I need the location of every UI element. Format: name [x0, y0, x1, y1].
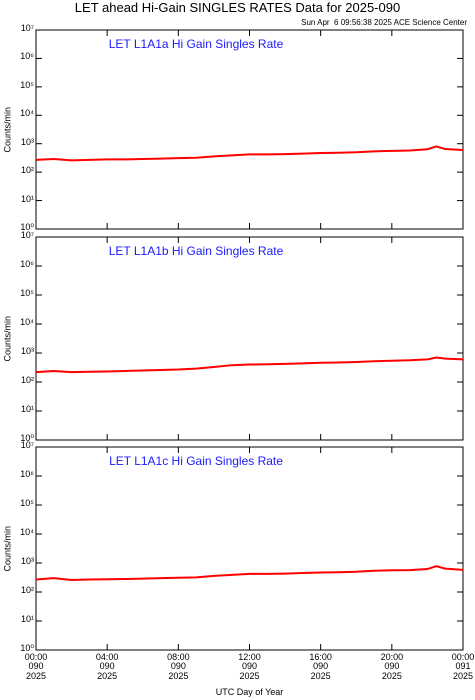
y-tick-label: 10³	[20, 556, 34, 566]
panel-title: LET L1A1a Hi Gain Singles Rate	[108, 37, 284, 51]
y-axis-label: Counts/min	[2, 315, 13, 361]
y-tick-label: 10³	[20, 136, 34, 147]
y-tick-label: 10⁰	[20, 222, 34, 232]
y-tick-label: 10²	[20, 375, 34, 385]
panel-title: LET L1A1c Hi Gain Singles Rate	[109, 454, 283, 468]
y-tick-label: 10¹	[20, 614, 34, 624]
y-tick-label: 10⁷	[20, 440, 34, 450]
y-tick-label: 10⁷	[20, 23, 34, 33]
data-line	[35, 145, 464, 162]
y-tick-label: 10³	[20, 346, 34, 356]
y-tick-label: 10⁴	[20, 527, 34, 537]
plot-frame	[35, 236, 464, 441]
data-line	[35, 565, 464, 581]
y-tick-label: 10⁵	[20, 79, 34, 90]
y-tick-label: 10⁴	[20, 317, 34, 327]
x-tick-label: 00:00 091 2025	[451, 652, 475, 681]
x-tick-label: 20:00 090 2025	[380, 652, 404, 681]
x-tick-label: 16:00 090 2025	[309, 652, 332, 681]
y-tick-label: 10²	[20, 585, 34, 595]
y-tick-label: 10⁷	[20, 230, 34, 240]
subtitle: Sun Apr 6 09:56:38 2025 ACE Science Cent…	[301, 18, 467, 27]
y-axis-label: Counts/min	[2, 106, 13, 152]
x-tick-label: 08:00 090 2025	[167, 652, 190, 681]
data-line	[35, 356, 464, 374]
plot-frame	[35, 446, 464, 651]
x-tick-label: 12:00 090 2025	[238, 652, 261, 681]
y-tick-label: 10¹	[20, 193, 34, 204]
y-tick-label: 10¹	[20, 404, 34, 414]
page-title: LET ahead Hi-Gain SINGLES RATES Data for…	[74, 0, 401, 15]
x-tick-label: 00:00 090 2025	[24, 652, 48, 681]
y-tick-label: 10⁴	[20, 108, 34, 119]
y-tick-label: 10²	[20, 165, 34, 176]
y-tick-label: 10⁰	[20, 643, 34, 653]
y-tick-label: 10⁶	[20, 51, 34, 62]
y-tick-label: 10⁵	[20, 288, 34, 298]
y-axis-label: Counts/min	[2, 525, 13, 571]
y-tick-label: 10⁶	[20, 469, 34, 479]
y-tick-label: 10⁰	[20, 433, 34, 443]
y-tick-label: 10⁵	[20, 498, 34, 508]
x-tick-label: 04:00 090 2025	[95, 652, 119, 681]
plot-frame	[35, 29, 464, 230]
y-tick-label: 10⁶	[20, 259, 34, 269]
panel-title: LET L1A1b Hi Gain Singles Rate	[108, 244, 284, 258]
x-axis-label: UTC Day of Year	[215, 687, 284, 697]
